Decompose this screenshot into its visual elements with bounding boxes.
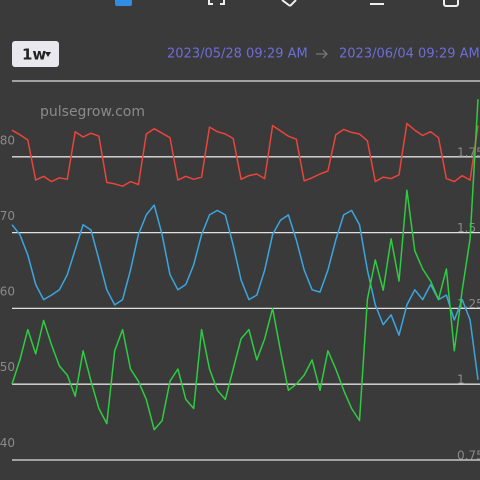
y-tick-label: 80	[0, 133, 15, 147]
range-button-label[interactable]: 1w	[22, 46, 46, 64]
range-arrow	[316, 49, 328, 59]
device-icon[interactable]	[443, 0, 459, 7]
y2-tick-label: 1.5	[457, 221, 476, 235]
y2-tick-label: 1.75	[457, 145, 480, 159]
range-button[interactable]: 1w	[12, 41, 59, 67]
start-date[interactable]: 2023/05/28 09:29 AM	[167, 47, 308, 62]
y2-tick-label: 0.75	[457, 449, 480, 463]
y-tick-label: 60	[0, 285, 15, 299]
series-line	[11, 122, 479, 187]
y2-tick-label: 1	[457, 373, 465, 387]
end-date[interactable]: 2023/06/04 09:29 AM	[339, 47, 480, 62]
range-button-bg[interactable]	[12, 41, 59, 67]
checkbox[interactable]	[115, 0, 132, 6]
top-icons	[115, 0, 459, 7]
y-tick-label: 70	[0, 209, 15, 223]
series-line	[11, 204, 479, 380]
y-tick-label: 50	[0, 360, 15, 374]
series-line	[11, 99, 479, 431]
share-icon[interactable]	[281, 0, 297, 7]
y-tick-label: 40	[0, 436, 15, 450]
fullscreen-icon[interactable]	[208, 0, 225, 5]
caret[interactable]	[45, 52, 51, 57]
watermark: pulsegrow.com	[40, 104, 145, 120]
